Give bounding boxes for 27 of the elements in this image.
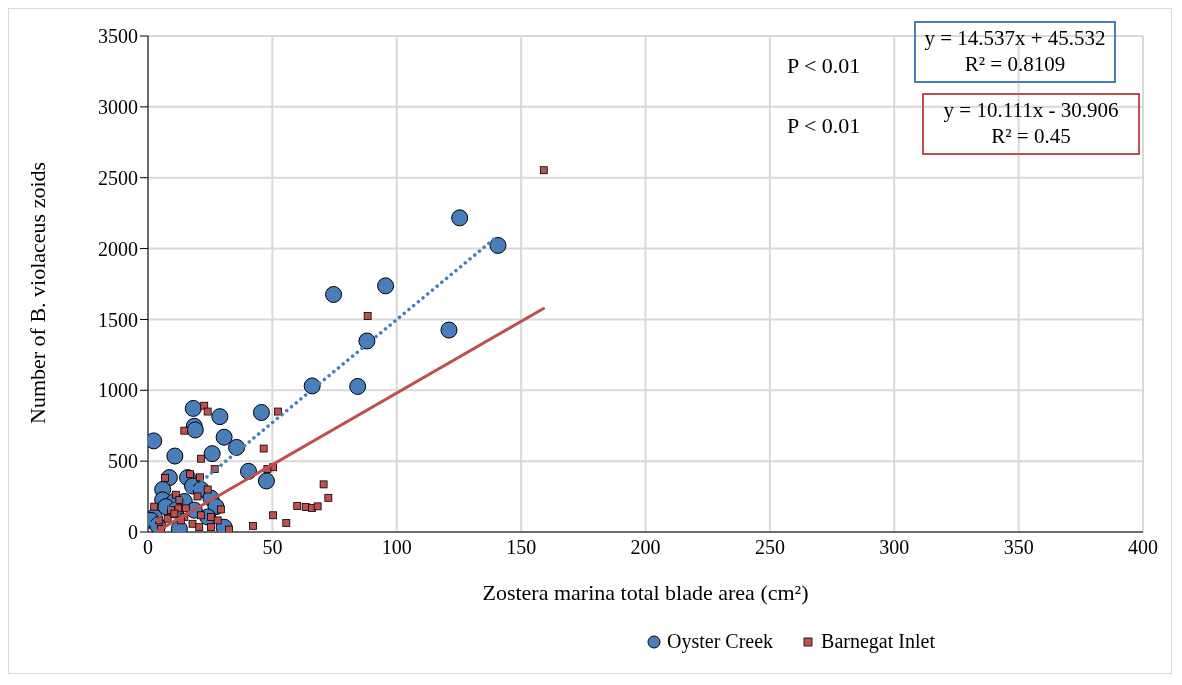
annotation: R² = 0.45 [990, 123, 1072, 149]
y-tick-label: 2000 [98, 237, 138, 260]
annotation: y = 14.537x + 45.532 [923, 25, 1107, 51]
x-tick-label: 50 [262, 536, 283, 559]
x-tick-label: 400 [1128, 536, 1158, 559]
y-tick-label: 1500 [98, 308, 138, 331]
y-axis-title: Number of B. violaceus zoids [24, 161, 50, 424]
legend-label: Oyster Creek [667, 630, 774, 653]
x-tick-label: 200 [630, 536, 661, 559]
x-axis-title: Zostera marina total blade area (cm²) [482, 579, 809, 605]
y-tick-label: 2500 [98, 166, 138, 189]
annotation: y = 10.111x - 30.906 [942, 97, 1120, 123]
x-tick-label: 250 [754, 536, 785, 559]
annotation: P < 0.01 [787, 53, 861, 79]
y-tick-label: 3000 [98, 95, 138, 118]
x-tick-label: 150 [506, 536, 537, 559]
legend-label: Barnegat Inlet [821, 630, 935, 653]
annotation: R² = 0.8109 [963, 51, 1067, 77]
y-tick-label: 0 [128, 521, 138, 544]
x-tick-label: 350 [1003, 536, 1034, 559]
x-tick-label: 0 [143, 536, 153, 559]
annotation: P < 0.01 [787, 113, 861, 139]
y-tick-label: 3500 [98, 25, 138, 48]
y-tick-label: 500 [108, 450, 138, 473]
y-tick-label: 1000 [98, 379, 138, 402]
x-tick-label: 300 [879, 536, 910, 559]
x-tick-label: 100 [381, 536, 412, 559]
